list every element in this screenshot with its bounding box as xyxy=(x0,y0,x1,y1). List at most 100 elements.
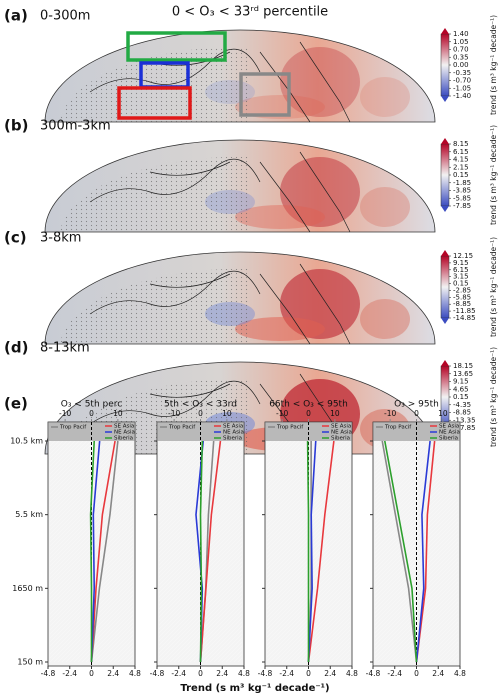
colorbar-tick-label: 4.65 xyxy=(453,385,469,393)
x-tick-label: -2.4 xyxy=(171,669,186,678)
upper-shade xyxy=(157,422,244,441)
colorbar-tick-label: 3.15 xyxy=(453,273,469,281)
colorbar-tick-label: 0.35 xyxy=(453,53,469,61)
trend-blob xyxy=(235,205,325,229)
legend-label: Siberia xyxy=(223,436,242,442)
x2-tick-label: 0 xyxy=(89,409,94,418)
x-tick-label: 2.4 xyxy=(216,669,228,678)
legend-label: Siberia xyxy=(114,436,133,442)
colorbar-tick-label: 0.15 xyxy=(453,393,469,401)
x-axis-title: Trend (s m³ kg⁻¹ decade⁻¹) xyxy=(180,683,329,694)
region-box xyxy=(239,72,291,117)
y-tick-label: 10.5 km xyxy=(10,437,43,446)
subplot-title: 66th < O₃ < 95th xyxy=(269,400,348,410)
colorbar-tick-label: -11.85 xyxy=(453,307,476,315)
colorbar-extend xyxy=(441,138,449,144)
map-features xyxy=(60,151,410,233)
profile-line xyxy=(90,440,119,663)
subplot-title: 5th < O₃ < 33rd xyxy=(164,400,237,410)
legend-label: Trop Pacif xyxy=(59,425,87,431)
colorbar-tick-label: -1.85 xyxy=(453,179,471,187)
x-tick-label: 2.4 xyxy=(324,669,336,678)
legend-label: Siberia xyxy=(331,436,350,442)
colorbar-tick-label: -5.85 xyxy=(453,194,471,202)
legend-label: NE Asia xyxy=(223,430,244,436)
map-features xyxy=(60,263,410,345)
colorbar-tick-label: 0.00 xyxy=(453,61,469,69)
colorbar-tick-label: -8.85 xyxy=(453,300,471,308)
colorbar-extend xyxy=(441,206,449,212)
legend-label: Trop Pacif xyxy=(384,425,412,431)
colorbar-tick-label: 12.15 xyxy=(453,252,473,260)
legend-label: Trop Pacif xyxy=(168,425,196,431)
profile-line xyxy=(383,440,418,663)
colorbar-label: trend (s m³ kg⁻¹ decade⁻¹) xyxy=(489,125,498,225)
profile-line xyxy=(90,440,101,663)
x-tick-label: -2.4 xyxy=(387,669,402,678)
x-tick-label: 0 xyxy=(414,669,419,678)
legend-label: SE Asia xyxy=(114,424,134,430)
colorbar-extend xyxy=(441,96,449,102)
colorbar-label: trend (s m³ kg⁻¹ decade⁻¹) xyxy=(489,237,498,337)
figure-title: 0 < O₃ < 33ʳᵈ percentile xyxy=(172,5,328,20)
trend-blob xyxy=(360,77,410,117)
x2-tick-label: -10 xyxy=(276,409,288,418)
colorbar-tick-label: 8.15 xyxy=(453,140,469,148)
colorbar-tick-label: 0.15 xyxy=(453,171,469,179)
panel-label: (b) xyxy=(4,117,28,135)
coastline xyxy=(89,151,351,233)
panel-label: (d) xyxy=(4,339,28,357)
legend-label: NE Asia xyxy=(114,430,135,436)
colorbar-tick-label: -14.85 xyxy=(453,314,476,322)
coastline xyxy=(89,263,351,345)
y-tick-label: 5.5 km xyxy=(15,510,43,519)
colorbar xyxy=(440,255,450,319)
layer-label: 0-300m xyxy=(40,9,90,24)
colorbar-tick-label: 1.40 xyxy=(453,30,469,38)
colorbar-tick-label: -2.85 xyxy=(453,286,471,294)
x2-tick-label: -10 xyxy=(168,409,180,418)
x-tick-label: 4.8 xyxy=(238,669,250,678)
colorbar-tick-label: 2.15 xyxy=(453,163,469,171)
y-tick-label: 1650 m xyxy=(12,584,43,593)
x2-tick-label: 10 xyxy=(438,409,448,418)
stipple xyxy=(60,46,250,122)
colorbar-tick-label: -17.85 xyxy=(453,424,476,432)
colorbar-tick-label: 13.65 xyxy=(453,370,473,378)
trend-blob xyxy=(235,95,325,119)
profile-line xyxy=(381,440,418,663)
subplot-title: O₃ > 95th xyxy=(394,400,439,410)
stipple xyxy=(60,156,250,232)
colorbar-tick-label: 1.05 xyxy=(453,38,469,46)
region-box xyxy=(117,86,192,120)
profile-line xyxy=(415,440,431,663)
colorbar-label: trend (s m³ kg⁻¹ decade⁻¹) xyxy=(489,347,498,447)
x2-tick-label: 0 xyxy=(306,409,311,418)
stipple xyxy=(60,268,250,344)
colorbar-tick-label: 0.70 xyxy=(453,46,469,54)
region-box xyxy=(126,31,227,62)
colorbar-extend xyxy=(441,250,449,256)
colorbar-tick-label: -3.85 xyxy=(453,187,471,195)
legend-label: NE Asia xyxy=(439,430,460,436)
legend-label: SE Asia xyxy=(223,424,243,430)
x-tick-label: -4.8 xyxy=(366,669,381,678)
colorbar-tick-label: 9.15 xyxy=(453,378,469,386)
colorbar-extend xyxy=(441,318,449,324)
colorbar-tick-label: 9.15 xyxy=(453,259,469,267)
colorbar-tick-label: -8.85 xyxy=(453,409,471,417)
colorbar-extend xyxy=(441,28,449,34)
colorbar-extend xyxy=(441,360,449,366)
x-tick-label: 2.4 xyxy=(432,669,444,678)
profile-line xyxy=(199,440,222,663)
x2-tick-label: -10 xyxy=(384,409,396,418)
colorbar xyxy=(440,33,450,97)
x-tick-label: -4.8 xyxy=(258,669,273,678)
colorbar-tick-label: -0.70 xyxy=(453,77,471,85)
upper-shade xyxy=(265,422,352,441)
x2-tick-label: 10 xyxy=(113,409,123,418)
upper-shade xyxy=(373,422,460,441)
colorbar-tick-label: -1.05 xyxy=(453,84,471,92)
x-tick-label: -2.4 xyxy=(62,669,77,678)
colorbar xyxy=(440,143,450,207)
